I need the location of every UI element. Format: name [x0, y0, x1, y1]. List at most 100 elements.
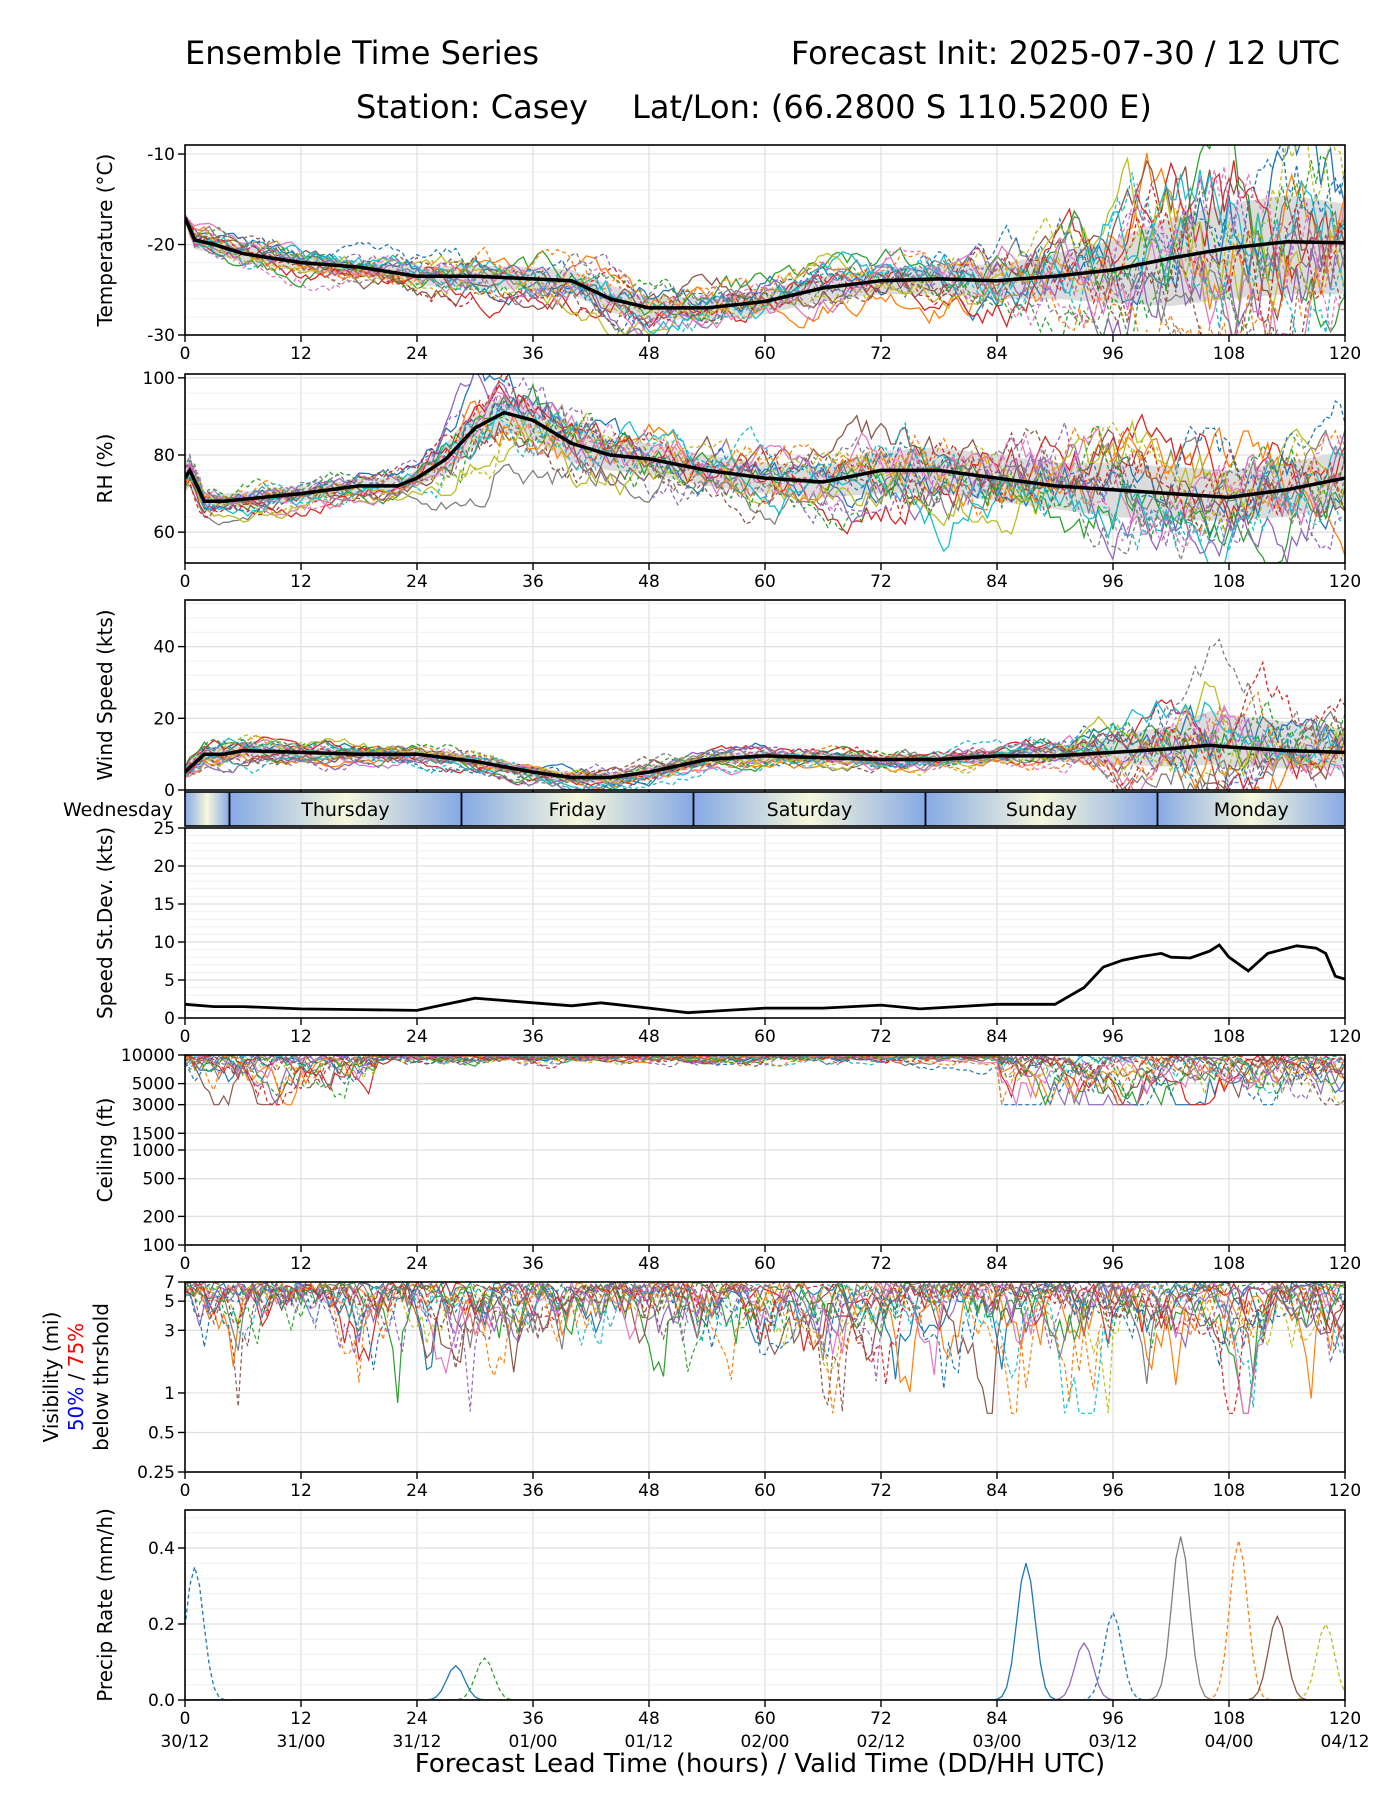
x-tick-label: 96: [1102, 1027, 1124, 1047]
x-tick-label: 96: [1102, 572, 1124, 592]
day-label: Sunday: [1006, 799, 1077, 821]
member-line: [185, 704, 1345, 790]
x-tick-label: 84: [986, 1481, 1008, 1501]
y-tick-label: 5: [164, 971, 175, 991]
member-line: [185, 160, 1345, 329]
x-tick-label: 12: [290, 1027, 312, 1047]
member-line: [185, 412, 1345, 534]
plot-area-wind_speed: [185, 638, 1345, 790]
x-tick-label: 72: [870, 1027, 892, 1047]
y-tick-label: 0: [164, 781, 175, 801]
x-tick-label: 24: [406, 1709, 428, 1729]
x-tick-label: 84: [986, 1254, 1008, 1274]
member-line: [185, 387, 1345, 563]
y-tick-label: 0.25: [137, 1463, 175, 1483]
x-tick-label: 84: [986, 344, 1008, 364]
x-axis-label: Forecast Lead Time (hours) / Valid Time …: [415, 1749, 1105, 1779]
y-axis-label: Visibility (mi): [39, 1312, 63, 1443]
x-tick-label: 96: [1102, 1254, 1124, 1274]
member-line: [185, 214, 1345, 335]
x-tick-label: 12: [290, 1254, 312, 1274]
x-tick-label: 48: [638, 1254, 660, 1274]
day-band: [461, 792, 694, 826]
x-tick-label: 48: [638, 1481, 660, 1501]
x-tick-label: 108: [1213, 1254, 1245, 1274]
member-line: [185, 691, 1345, 786]
grid-ceiling: [184, 1054, 1346, 1246]
x-tick-label: 60: [754, 1027, 776, 1047]
x-tick-label: 120: [1329, 1254, 1361, 1274]
day-band: [185, 792, 230, 826]
x-tick-label: 0: [180, 1709, 191, 1729]
member-line: [185, 190, 1345, 318]
x-tick-label: 84: [986, 1709, 1008, 1729]
y-tick-label: 7: [164, 1273, 175, 1293]
member-line: [185, 1282, 1345, 1389]
day-band: [925, 792, 1158, 826]
member-line: [185, 1055, 1345, 1108]
panel-wind_speed: 0 20 40 Wind Speed (kts): [93, 599, 1346, 801]
valid-time-label: 04/00: [1205, 1732, 1254, 1752]
member-line: [185, 1536, 1345, 1700]
plot-area-speed_stdev: [185, 943, 1345, 1015]
valid-time-label: 31/12: [393, 1732, 442, 1752]
threshold-50-label: 50%: [64, 1387, 88, 1431]
y-tick-label: 10: [153, 933, 175, 953]
x-tick-label: 48: [638, 344, 660, 364]
x-tick-label: 108: [1213, 572, 1245, 592]
x-tick-label: 24: [406, 344, 428, 364]
member-line: [185, 1055, 1345, 1107]
valid-time-label: 30/12: [161, 1732, 210, 1752]
x-tick-label: 36: [522, 1254, 544, 1274]
x-tick-label: 120: [1329, 1709, 1361, 1729]
valid-time-label: 01/12: [625, 1732, 674, 1752]
y-tick-label: 0.4: [148, 1539, 175, 1559]
x-tick-label: 24: [406, 1027, 428, 1047]
x-tick-label: 12: [290, 344, 312, 364]
valid-time-label: 31/00: [277, 1732, 326, 1752]
y-tick-label: 25: [153, 819, 175, 839]
panels: -30-20-100 12 24 36 48 60 72 84 96 108 120Temperat…: [39, 144, 1370, 1752]
threshold-75-label: 75%: [64, 1323, 88, 1367]
plot-area-precip: [185, 1536, 1345, 1700]
member-line: [185, 724, 1345, 784]
x-tick-label: 36: [522, 572, 544, 592]
member-line: [185, 169, 1345, 335]
x-tick-label: 36: [522, 1481, 544, 1501]
x-tick-label: 60: [754, 1254, 776, 1274]
x-tick-label: 120: [1329, 344, 1361, 364]
member-line: [185, 1282, 1345, 1372]
x-tick-label: 48: [638, 1709, 660, 1729]
x-tick-label: 108: [1213, 1027, 1245, 1047]
valid-time-label: 03/00: [973, 1732, 1022, 1752]
y-axis-label: RH (%): [93, 434, 117, 504]
y-axis-label: Speed St.Dev. (kts): [93, 827, 117, 1019]
ensemble-mean-line: [185, 743, 1345, 780]
y-tick-label: -20: [147, 236, 175, 256]
x-tick-label: 24: [406, 1254, 428, 1274]
y-tick-label: 60: [153, 523, 175, 543]
day-strip-frame: [184, 791, 1346, 827]
y-axis-label-suffix: below thrshold: [89, 1303, 113, 1451]
day-band: [693, 792, 926, 826]
y-axis-label: Wind Speed (kts): [93, 609, 117, 780]
x-tick-label: 72: [870, 1709, 892, 1729]
x-tick-label: 0: [180, 344, 191, 364]
member-line: [185, 405, 1345, 540]
y-tick-label: 0: [164, 1009, 175, 1029]
y-tick-label: 0.2: [148, 1615, 175, 1635]
day-label: Saturday: [767, 799, 853, 821]
latlon-label: Lat/Lon: (66.2800 S 110.5200 E): [632, 88, 1152, 126]
y-tick-label: 100: [143, 1236, 175, 1256]
x-tick-label: 48: [638, 572, 660, 592]
x-tick-label: 60: [754, 572, 776, 592]
y-axis-label: Ceiling (ft): [93, 1098, 117, 1203]
x-tick-label: 24: [406, 572, 428, 592]
y-tick-label: 500: [143, 1170, 175, 1190]
x-tick-label: 60: [754, 1709, 776, 1729]
y-tick-label: 20: [153, 709, 175, 729]
day-label: Monday: [1214, 799, 1289, 821]
y-tick-label: 0.0: [148, 1691, 175, 1711]
y-tick-label: 1000: [132, 1141, 175, 1161]
